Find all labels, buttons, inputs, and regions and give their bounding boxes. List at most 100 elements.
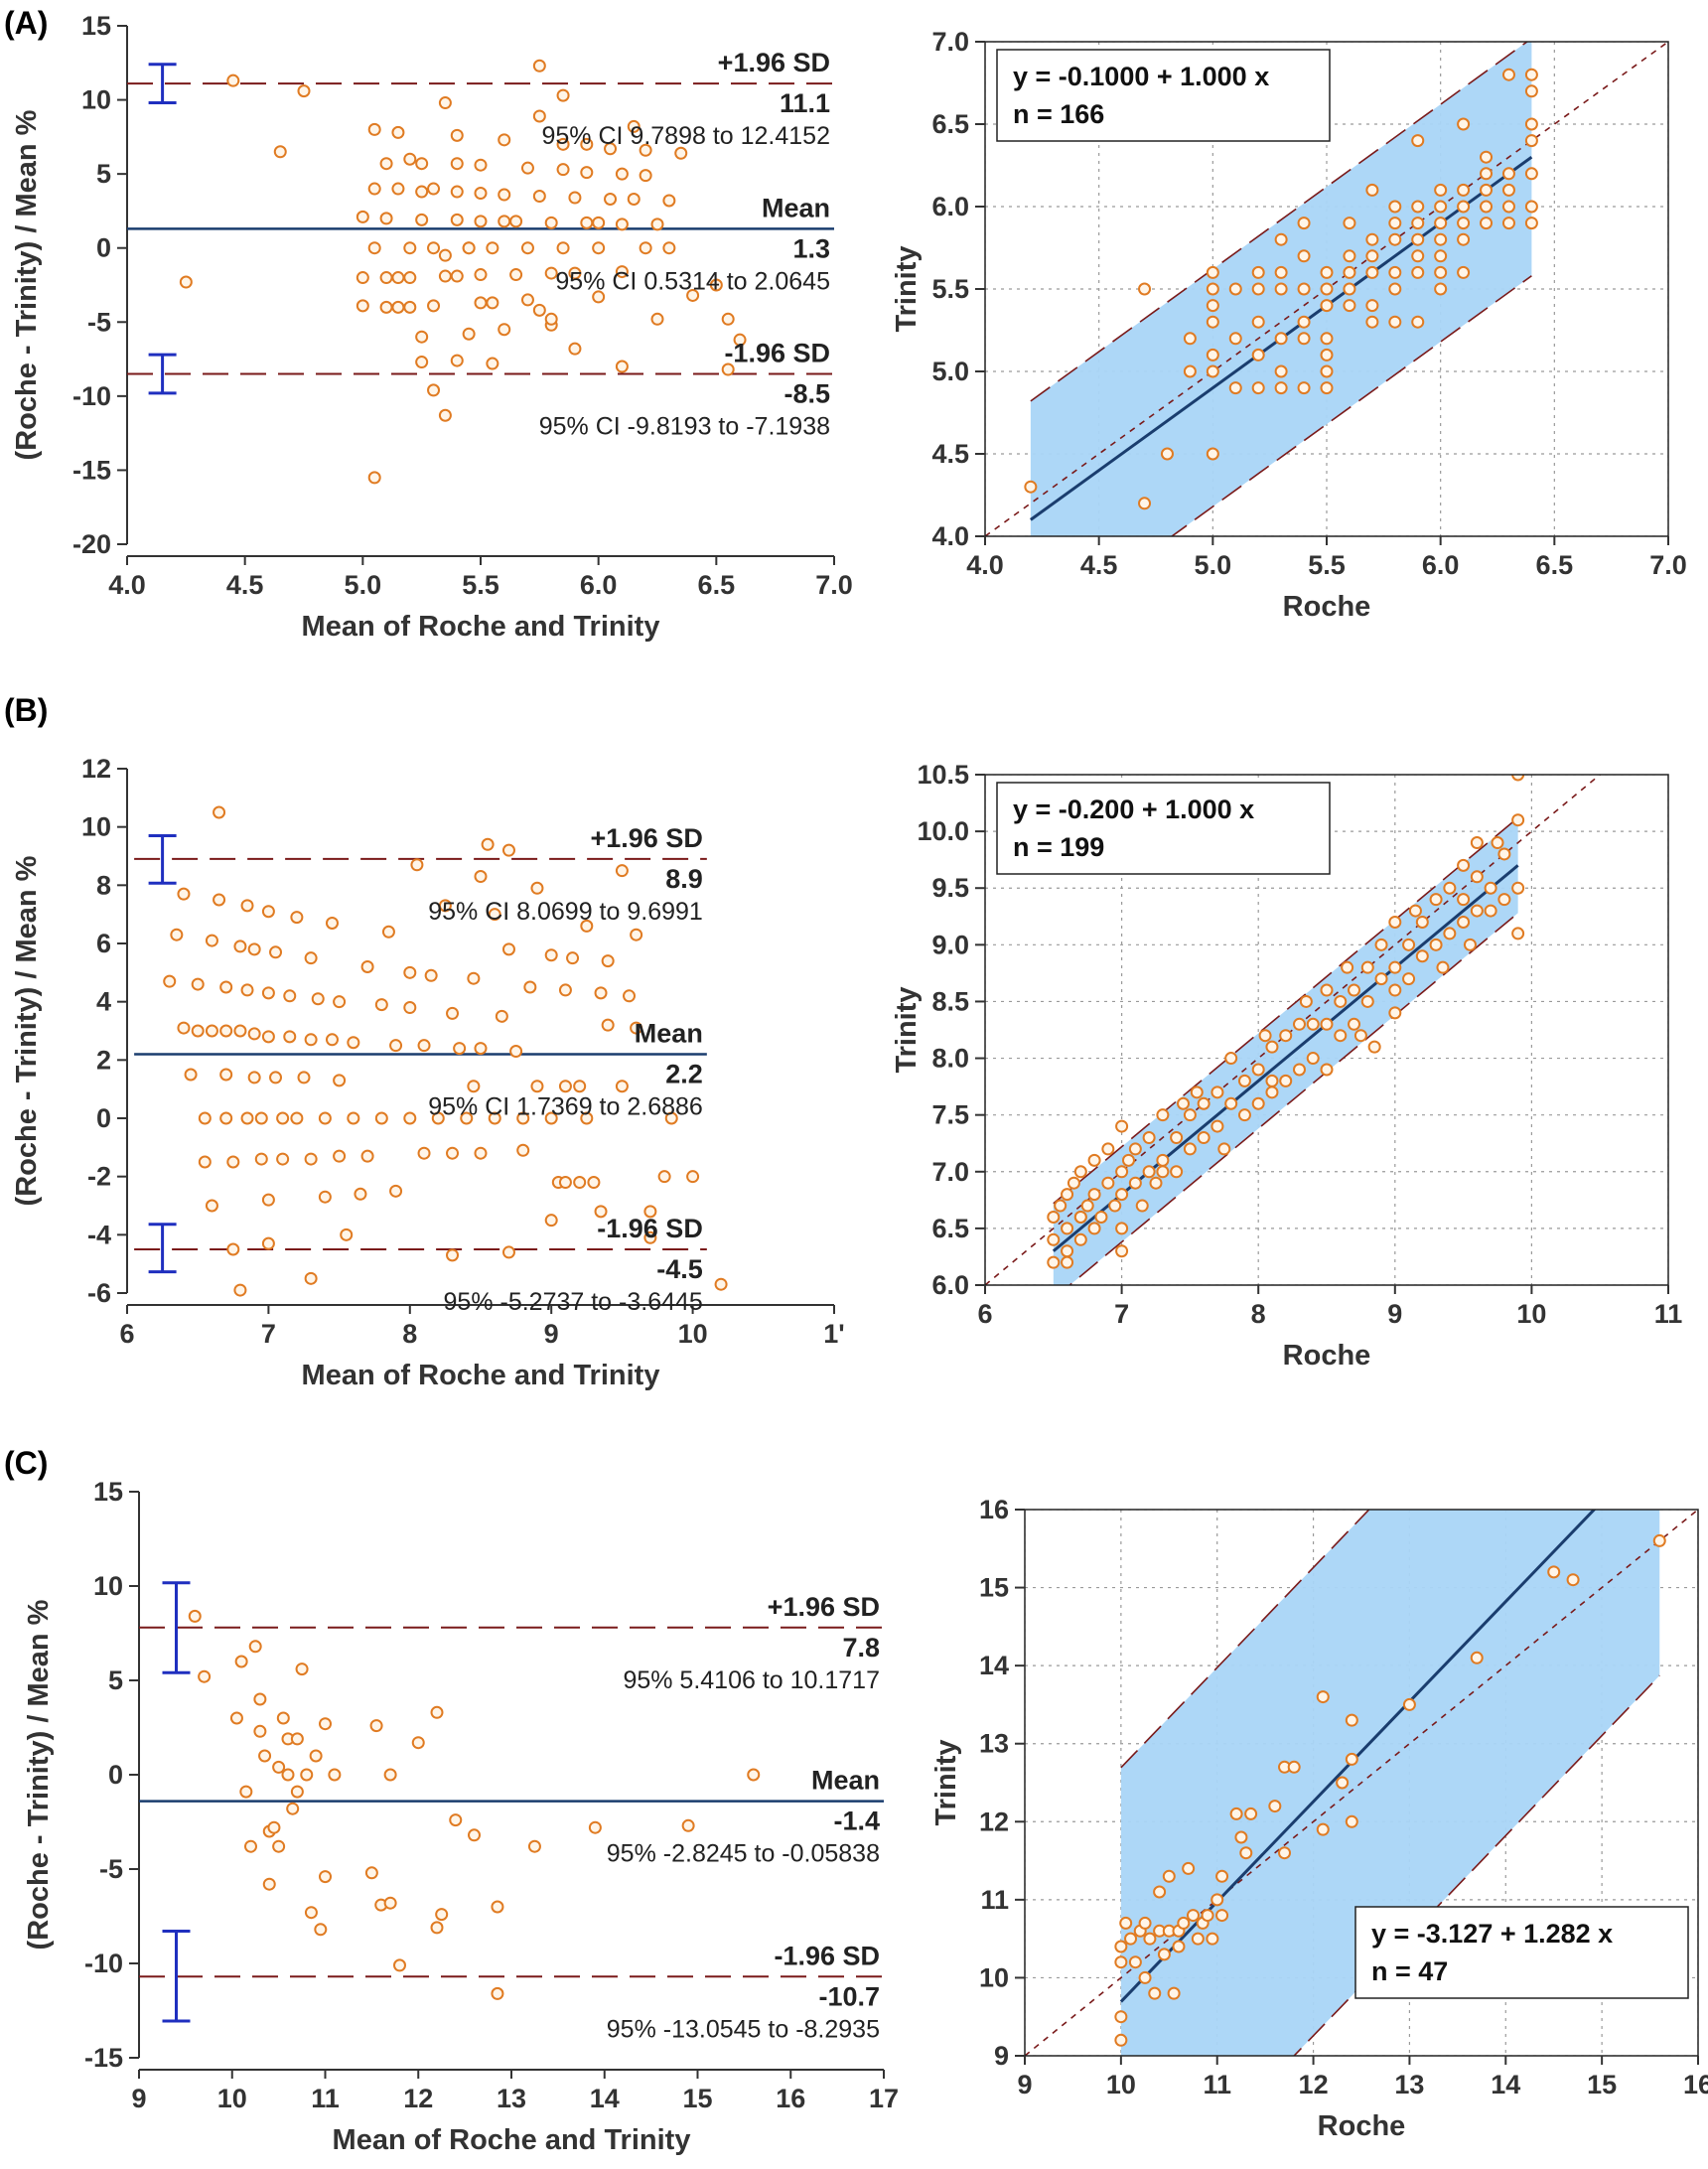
data-point xyxy=(267,1820,281,1834)
data-point xyxy=(290,1111,304,1125)
data-point xyxy=(1170,1131,1184,1145)
data-point xyxy=(438,408,452,422)
x-tick-label: 14 xyxy=(590,2084,620,2113)
data-point xyxy=(367,241,381,255)
data-point xyxy=(191,977,205,991)
data-point xyxy=(615,265,629,279)
x-tick-label: 7 xyxy=(1114,1299,1129,1329)
data-point xyxy=(601,1018,615,1032)
data-point xyxy=(1374,972,1388,986)
data-point xyxy=(374,1111,388,1125)
data-point xyxy=(474,1042,488,1056)
data-point xyxy=(1138,1916,1152,1930)
data-point xyxy=(1156,1108,1170,1122)
data-point xyxy=(391,271,405,285)
data-point xyxy=(580,137,594,151)
x-tick-label: 11 xyxy=(1654,1299,1683,1329)
data-point xyxy=(1434,249,1448,263)
plot-frame xyxy=(1024,1509,1699,2057)
data-point xyxy=(1484,904,1497,918)
data-point xyxy=(532,59,546,72)
data-point xyxy=(1402,1697,1416,1711)
data-point xyxy=(1343,282,1356,296)
data-point xyxy=(240,899,254,913)
data-point xyxy=(403,241,417,255)
y-tick-label: 9.0 xyxy=(931,930,969,959)
data-point xyxy=(501,1245,515,1259)
data-point xyxy=(290,1785,304,1799)
data-point xyxy=(1480,150,1494,164)
x-tick-label: 13 xyxy=(1394,2070,1424,2099)
y-tick-label: 12 xyxy=(979,1807,1009,1836)
regression-chart-C-regression: 9 10 11 12 13 14 15 16 16 15 14 13 12 11 10 9 Roche Trini… xyxy=(930,1495,1708,2142)
data-point xyxy=(474,296,488,310)
data-point xyxy=(1388,232,1402,246)
x-tick-label: 16 xyxy=(776,2084,805,2113)
lower-line-ci: 95% -13.0545 to -8.2935 xyxy=(607,2015,880,2043)
data-point xyxy=(297,84,311,98)
data-point xyxy=(347,1036,360,1050)
data-point xyxy=(1524,200,1538,214)
data-point xyxy=(1480,183,1494,197)
data-point xyxy=(1320,381,1334,395)
data-point xyxy=(1501,183,1515,197)
data-point xyxy=(1215,1869,1229,1883)
data-point xyxy=(219,980,233,994)
data-point xyxy=(462,241,476,255)
data-point xyxy=(1138,497,1152,510)
data-point xyxy=(1114,1940,1128,1953)
data-point xyxy=(501,942,515,956)
y-tick-label: 6 xyxy=(96,929,111,958)
data-point xyxy=(391,182,405,196)
data-point xyxy=(1292,1063,1306,1077)
data-point xyxy=(674,146,688,160)
data-point xyxy=(253,1692,267,1706)
data-point xyxy=(254,1152,268,1166)
data-point xyxy=(1156,1165,1170,1179)
data-point xyxy=(170,928,184,941)
data-point xyxy=(662,194,676,208)
data-point xyxy=(1156,1153,1170,1167)
data-point xyxy=(415,213,429,226)
data-point xyxy=(1244,1807,1258,1820)
data-point xyxy=(558,983,572,997)
data-point xyxy=(1162,1869,1176,1883)
data-point xyxy=(283,1030,297,1044)
data-point xyxy=(415,356,429,369)
data-point xyxy=(1172,1940,1186,1953)
data-point xyxy=(163,974,177,988)
x-tick-label: 15 xyxy=(1587,2070,1617,2099)
x-tick-label: 6 xyxy=(119,1319,134,1349)
data-point xyxy=(205,934,218,947)
data-point xyxy=(1206,299,1219,313)
data-point xyxy=(1251,282,1265,296)
data-point xyxy=(1343,249,1356,263)
y-tick-label: 4 xyxy=(96,987,111,1017)
data-point xyxy=(1128,1176,1142,1190)
data-point xyxy=(1160,447,1174,461)
data-point xyxy=(709,278,723,292)
x-tick-label: 6.0 xyxy=(1422,550,1460,580)
data-point xyxy=(627,119,640,133)
data-point xyxy=(623,989,637,1003)
data-point xyxy=(325,916,339,930)
data-point xyxy=(544,216,558,229)
data-point xyxy=(1101,1142,1115,1156)
data-point xyxy=(1434,200,1448,214)
data-point xyxy=(1239,1846,1253,1860)
data-point xyxy=(1365,249,1379,263)
x-tick-label: 11 xyxy=(311,2084,340,2113)
lower-line-value: -4.5 xyxy=(656,1254,703,1284)
data-point xyxy=(604,192,618,206)
x-tick-label: 9 xyxy=(1387,1299,1402,1329)
data-point xyxy=(1320,1017,1334,1031)
data-point xyxy=(253,1724,267,1738)
data-point xyxy=(290,911,304,925)
data-point xyxy=(1206,315,1219,329)
data-point xyxy=(297,1071,311,1084)
data-point xyxy=(657,1170,671,1184)
data-point xyxy=(360,959,374,973)
y-tick-label: 8.0 xyxy=(931,1044,969,1074)
data-point xyxy=(1497,847,1511,861)
data-point xyxy=(1210,1085,1224,1099)
